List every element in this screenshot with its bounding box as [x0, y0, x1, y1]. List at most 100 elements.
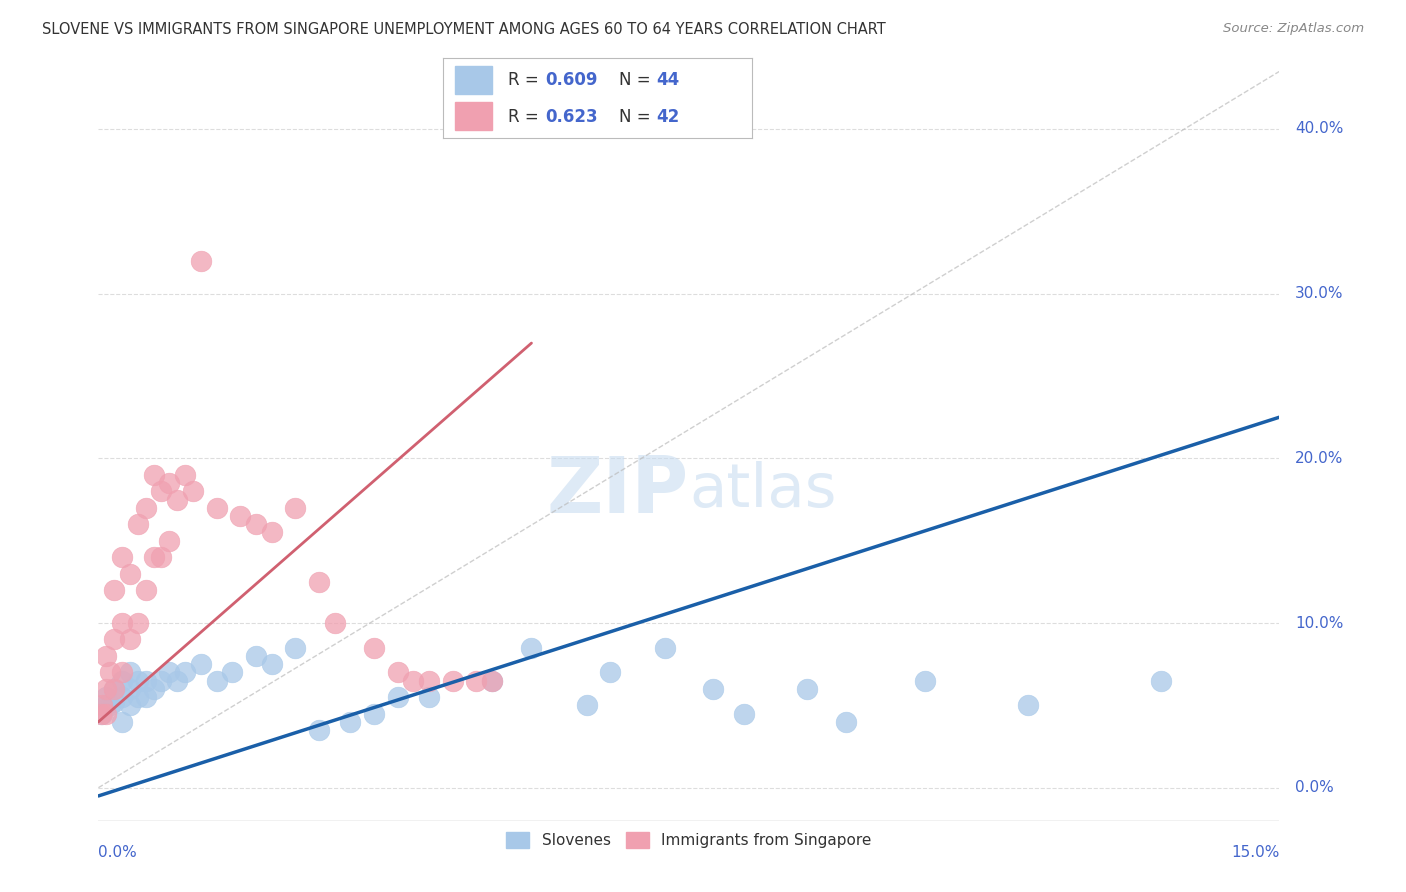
Point [323, 615, 346, 630]
Point [96, 698, 118, 713]
Text: 30.0%: 30.0% [1295, 286, 1344, 301]
Point [111, 690, 134, 705]
Point [142, 681, 165, 696]
Point [1150, 673, 1173, 688]
Text: R =: R = [508, 108, 544, 126]
Point [520, 640, 543, 655]
Point [260, 657, 283, 672]
Point [111, 550, 134, 565]
Point [111, 615, 134, 630]
Point [481, 673, 503, 688]
Point [260, 525, 283, 540]
Text: 0.0%: 0.0% [98, 846, 138, 861]
Point [308, 574, 330, 589]
Point [284, 640, 307, 655]
Point [142, 550, 165, 565]
Point [245, 517, 267, 532]
Point [150, 484, 173, 499]
Point [575, 698, 598, 713]
Point [96, 690, 118, 705]
Point [599, 665, 621, 680]
Point [90, 706, 112, 721]
Point [98, 698, 121, 713]
Text: atlas: atlas [689, 461, 837, 520]
Point [308, 723, 330, 737]
Point [157, 476, 180, 491]
Text: N =: N = [619, 108, 657, 126]
Text: R =: R = [508, 70, 544, 88]
Point [481, 673, 503, 688]
Point [418, 673, 440, 688]
Point [339, 714, 361, 729]
Point [127, 517, 149, 532]
Point [166, 673, 188, 688]
Point [103, 695, 125, 709]
Point [118, 665, 141, 680]
Point [363, 640, 385, 655]
Point [91, 698, 114, 713]
Point [150, 550, 173, 565]
Point [111, 665, 134, 680]
Point [118, 566, 141, 581]
Point [387, 665, 409, 680]
Point [96, 706, 118, 721]
Point [1017, 698, 1039, 713]
Legend: Slovenes, Immigrants from Singapore: Slovenes, Immigrants from Singapore [501, 826, 877, 855]
Point [914, 673, 936, 688]
Point [702, 681, 724, 696]
Text: 10.0%: 10.0% [1295, 615, 1344, 631]
Point [142, 467, 165, 482]
Bar [456, 103, 492, 130]
Point [103, 583, 125, 598]
Point [135, 583, 157, 598]
Point [127, 690, 149, 705]
Point [181, 484, 204, 499]
Point [96, 648, 118, 663]
Text: 0.623: 0.623 [546, 108, 598, 126]
Text: 40.0%: 40.0% [1295, 121, 1344, 136]
Text: 42: 42 [657, 108, 679, 126]
Text: ZIP: ZIP [547, 453, 689, 529]
Point [91, 706, 114, 721]
Point [135, 500, 157, 515]
Point [135, 690, 157, 705]
Point [418, 690, 440, 705]
Text: Source: ZipAtlas.com: Source: ZipAtlas.com [1223, 22, 1364, 36]
Point [135, 673, 157, 688]
Point [363, 706, 385, 721]
Point [127, 615, 149, 630]
Point [284, 500, 307, 515]
Point [174, 665, 197, 680]
Text: 0.0%: 0.0% [1295, 780, 1334, 795]
Point [103, 632, 125, 647]
Point [221, 665, 243, 680]
Point [733, 706, 755, 721]
Point [465, 673, 488, 688]
Point [111, 673, 134, 688]
Point [205, 500, 228, 515]
Text: SLOVENE VS IMMIGRANTS FROM SINGAPORE UNEMPLOYMENT AMONG AGES 60 TO 64 YEARS CORR: SLOVENE VS IMMIGRANTS FROM SINGAPORE UNE… [42, 22, 886, 37]
Point [387, 690, 409, 705]
Point [103, 681, 125, 696]
Point [118, 632, 141, 647]
Point [796, 681, 818, 696]
Point [157, 665, 180, 680]
Point [98, 665, 121, 680]
Point [96, 681, 118, 696]
Point [118, 698, 141, 713]
Point [150, 673, 173, 688]
Point [229, 508, 252, 523]
Point [245, 648, 267, 663]
Text: 44: 44 [657, 70, 679, 88]
Text: N =: N = [619, 70, 657, 88]
Point [654, 640, 676, 655]
Point [118, 681, 141, 696]
Point [103, 681, 125, 696]
Point [166, 492, 188, 507]
Text: 20.0%: 20.0% [1295, 450, 1344, 466]
Text: 15.0%: 15.0% [1232, 846, 1279, 861]
Text: 0.609: 0.609 [546, 70, 598, 88]
Point [111, 714, 134, 729]
Point [205, 673, 228, 688]
Point [402, 673, 425, 688]
